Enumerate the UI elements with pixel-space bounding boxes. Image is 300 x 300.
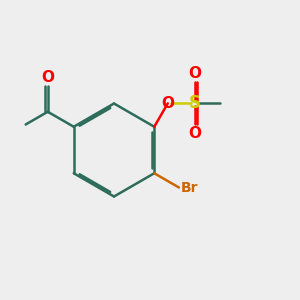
- Text: Br: Br: [181, 181, 198, 194]
- Text: S: S: [189, 94, 201, 112]
- Text: O: O: [188, 126, 201, 141]
- Text: O: O: [41, 70, 54, 85]
- Text: O: O: [161, 96, 174, 111]
- Text: O: O: [188, 66, 201, 81]
